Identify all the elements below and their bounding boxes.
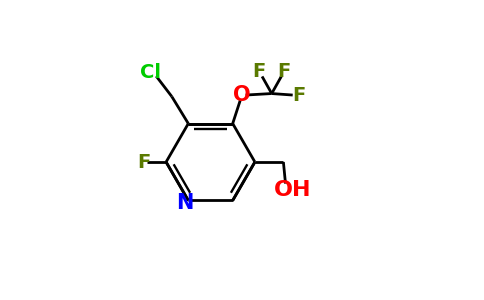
Text: O: O	[233, 85, 251, 105]
Text: OH: OH	[274, 180, 312, 200]
Text: N: N	[176, 194, 193, 214]
Text: Cl: Cl	[140, 63, 161, 82]
Text: F: F	[292, 85, 305, 104]
Text: F: F	[278, 61, 291, 80]
Text: F: F	[137, 152, 150, 172]
Text: F: F	[253, 61, 266, 80]
